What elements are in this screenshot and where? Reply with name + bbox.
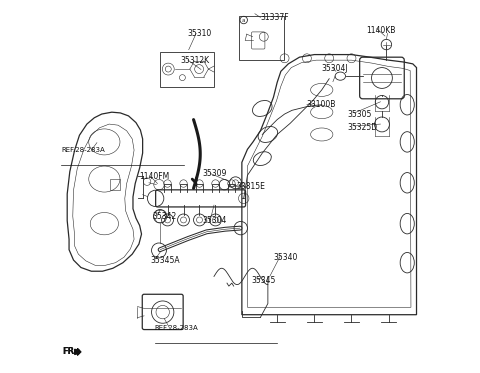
Text: 35309: 35309 (203, 169, 227, 178)
Text: 31337F: 31337F (261, 13, 289, 22)
Polygon shape (74, 348, 81, 355)
Text: a: a (242, 18, 245, 22)
Text: REF.28-283A: REF.28-283A (61, 147, 105, 153)
Text: 33100B: 33100B (307, 100, 336, 109)
Text: 35304J: 35304J (322, 64, 348, 73)
Text: 35340: 35340 (274, 253, 298, 261)
Text: 35310: 35310 (187, 29, 212, 38)
Text: 35305: 35305 (348, 110, 372, 119)
Text: 1140KB: 1140KB (366, 26, 396, 35)
Text: FR.: FR. (62, 347, 78, 356)
Text: 1140FM: 1140FM (140, 172, 170, 181)
Text: FR.: FR. (62, 347, 78, 356)
Text: 33815E: 33815E (236, 182, 265, 191)
Text: 35345: 35345 (251, 276, 276, 285)
Text: 35312K: 35312K (180, 56, 210, 65)
Text: 35342: 35342 (153, 212, 177, 221)
Text: 35325D: 35325D (348, 123, 378, 132)
Text: REF.28-283A: REF.28-283A (155, 326, 198, 332)
Text: 35345A: 35345A (150, 256, 180, 264)
Text: 35304: 35304 (203, 216, 227, 225)
